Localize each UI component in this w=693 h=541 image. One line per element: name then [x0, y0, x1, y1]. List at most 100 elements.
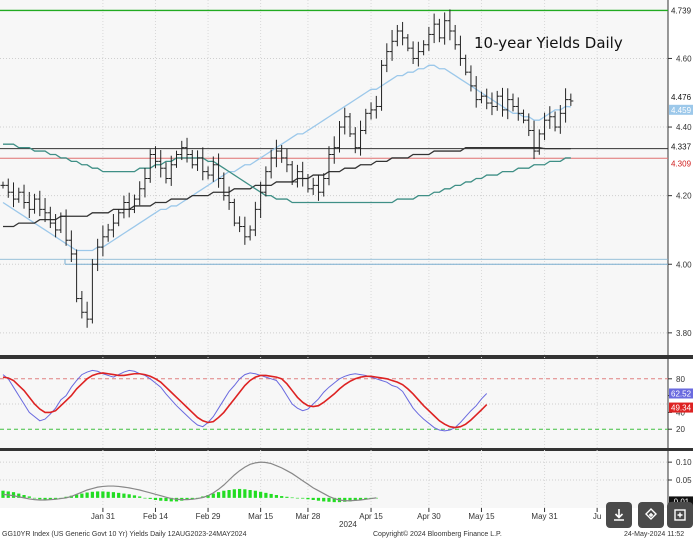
macd-hist-bar	[222, 490, 226, 498]
macd-hist-bar	[101, 491, 105, 498]
badge-top-level-bg	[669, 5, 693, 16]
macd-hist-bar	[301, 497, 305, 499]
macd-hist-bar	[48, 497, 52, 500]
macd-hist-bar	[311, 497, 315, 500]
badge-stoch-k: 62.52	[671, 389, 692, 398]
macd-hist-bar	[306, 497, 310, 500]
x-tick-label: Apr 15	[359, 512, 383, 521]
x-tick-label: Apr 30	[417, 512, 441, 521]
badge-stoch-d-bg	[669, 402, 693, 413]
macd-hist-bar	[106, 491, 110, 498]
badge-ma-mid-bg	[669, 141, 693, 152]
price-ytick-label: 4.40	[676, 123, 692, 132]
macd-hist-bar	[253, 490, 257, 498]
stoch-ytick-label: 20	[676, 425, 685, 434]
macd-ytick-label: 0.05	[676, 476, 692, 485]
macd-hist-bar	[316, 497, 321, 501]
stoch-value-badges: 62.52 49.34	[669, 388, 693, 413]
macd-hist-bar	[185, 497, 189, 500]
macd-hist-bar	[164, 497, 168, 502]
price-ytick-label: 3.80	[676, 329, 692, 338]
price-ohlc-bars	[0, 9, 574, 328]
macd-hist-bar	[111, 492, 116, 498]
chart-title: 10-year Yields Daily	[474, 34, 623, 52]
macd-y-ticks: 0.05 0.10	[668, 458, 692, 485]
macd-hist-bar	[358, 497, 363, 500]
macd-hist-bar	[17, 493, 21, 498]
x-tick-label: Ju	[593, 512, 601, 521]
macd-hist-bar	[43, 497, 47, 500]
badge-red-level: 4.309	[671, 159, 692, 168]
ma_slow-line	[3, 143, 571, 204]
download-icon	[614, 509, 624, 521]
macd-hist-bar	[269, 493, 273, 498]
footer-security: GG10YR Index (US Generic Govt 10 Yr) Yie…	[2, 531, 247, 538]
macd-signal-line	[2, 461, 377, 502]
macd-hist-bar	[206, 495, 210, 498]
price-ytick-label: 4.00	[676, 260, 692, 269]
macd-hist-bar	[327, 497, 331, 502]
panel-separator	[0, 355, 693, 359]
footer-copyright: Copyright© 2024 Bloomberg Finance L.P.	[373, 530, 502, 538]
price-y-ticks: 3.80 4.00 4.20 4.40 4.60	[668, 54, 692, 338]
macd-hist-bar	[190, 497, 194, 499]
macd-hist-bar	[285, 496, 289, 498]
badge-ma-fast-bg	[669, 104, 693, 115]
macd-hist-bar	[332, 497, 336, 503]
macd-gridlines	[0, 461, 668, 481]
macd-hist-bar	[90, 491, 94, 498]
macd-hist-bar	[353, 497, 357, 501]
footer-timestamp: 24-May-2024 11:52	[624, 531, 684, 538]
macd-ytick-label: 0.10	[676, 458, 692, 467]
macd-hist-bar	[322, 497, 326, 502]
download-button[interactable]	[606, 502, 632, 528]
share-button[interactable]	[638, 502, 664, 528]
macd-hist-bar	[11, 492, 16, 498]
stoch-gridlines	[0, 378, 668, 430]
macd-hist-bar	[364, 497, 368, 500]
stoch-ytick-label: 40	[676, 408, 685, 417]
macd-hist-bar	[232, 489, 236, 498]
macd-hist-bar	[159, 497, 163, 501]
macd-hist-bar	[280, 496, 284, 498]
macd-hist-bar	[96, 491, 100, 498]
x-tick-label: May 15	[468, 512, 495, 521]
badge-top-level: 4.739	[671, 6, 692, 15]
x-tick-label: May 31	[531, 512, 558, 521]
macd-hist-bar	[138, 496, 142, 498]
x-year-label: 2024	[339, 520, 357, 529]
macd-hist-bar	[343, 497, 347, 502]
macd-hist-bar	[85, 492, 89, 498]
expand-button[interactable]	[667, 502, 693, 528]
price-ytick-label: 4.20	[676, 192, 692, 201]
macd-hist-bar	[153, 497, 158, 500]
macd-value-badges: -0.01	[669, 496, 693, 507]
macd-hist-bar	[248, 490, 252, 498]
macd-hist-bar	[27, 496, 31, 498]
badge-red-level-bg	[669, 158, 693, 169]
macd-hist-bar	[259, 491, 263, 498]
macd-hist-bar	[32, 497, 37, 499]
stoch_k-line	[2, 369, 488, 432]
macd-hist-bar	[295, 497, 300, 499]
macd-hist-bar	[132, 495, 137, 498]
macd-hist-bar	[169, 497, 173, 502]
x-tick-label: Jan 31	[91, 512, 116, 521]
panel-separator	[0, 448, 693, 451]
price-panel-bg	[0, 0, 668, 355]
price-ytick-label: 4.60	[676, 54, 692, 63]
macd-hist-bar	[117, 492, 121, 498]
stoch_d-line	[2, 372, 488, 429]
x-axis: Jan 31 Feb 14 Feb 29 Mar 15 Mar 28 Apr 15 Apr …	[91, 508, 601, 529]
badge-stoch-d: 49.34	[671, 404, 692, 413]
badge-last-price-bg	[669, 91, 693, 102]
badge-ma-mid: 4.337	[671, 143, 692, 152]
macd-hist-bar	[274, 495, 279, 498]
expand-icon	[674, 509, 686, 521]
macd-hist-bar	[22, 495, 26, 498]
stoch-ytick-label: 80	[676, 375, 685, 384]
badge-last-price: 4.476	[671, 93, 692, 102]
macd-line	[2, 461, 377, 502]
macd-hist-bar	[290, 497, 294, 499]
